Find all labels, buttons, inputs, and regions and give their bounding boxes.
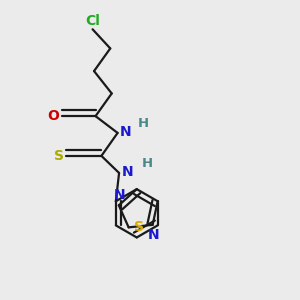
Text: O: O: [47, 109, 59, 123]
Text: S: S: [54, 149, 64, 163]
Text: H: H: [142, 157, 153, 170]
Text: S: S: [134, 220, 144, 234]
Text: N: N: [114, 188, 126, 203]
Text: N: N: [148, 228, 160, 242]
Text: Cl: Cl: [85, 14, 100, 28]
Text: N: N: [122, 165, 133, 179]
Text: H: H: [138, 117, 149, 130]
Text: N: N: [120, 125, 132, 139]
